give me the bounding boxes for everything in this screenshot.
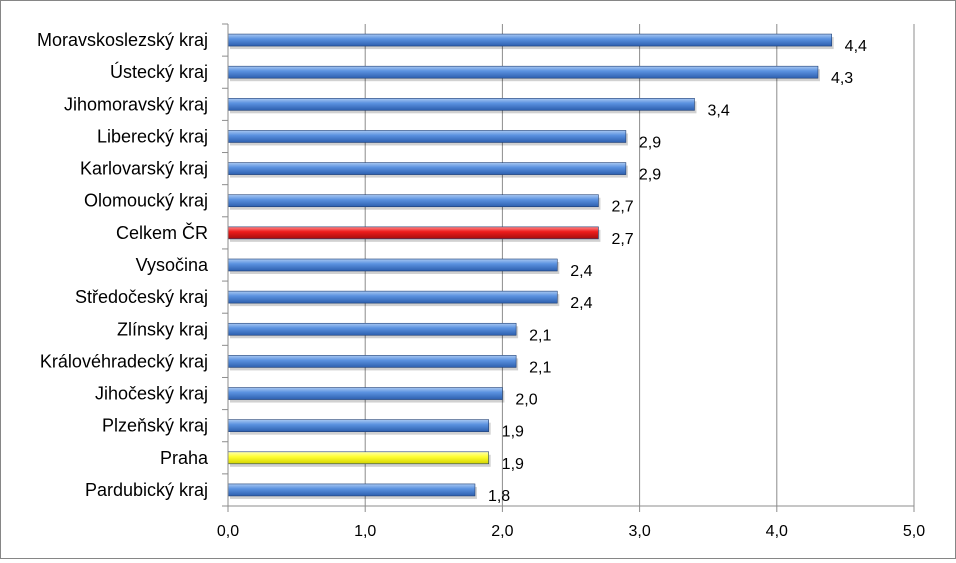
bar [227, 451, 489, 465]
bar [227, 355, 517, 368]
bars [227, 33, 834, 499]
category-label: Liberecký kraj [97, 126, 208, 146]
bar [227, 65, 819, 79]
x-tick-label: 2,0 [491, 523, 513, 540]
bar [227, 130, 627, 143]
x-tick-label: 4,0 [766, 523, 788, 540]
data-label: 1,9 [502, 456, 524, 473]
category-label: Plzeňský kraj [102, 416, 208, 436]
x-tick-label: 5,0 [903, 523, 925, 540]
bar [227, 98, 695, 111]
category-label: Jihomoravský kraj [64, 94, 208, 114]
data-label: 3,4 [707, 102, 729, 119]
category-label: Ústecký kraj [110, 61, 208, 82]
category-label: Praha [160, 448, 209, 468]
x-tick-label: 0,0 [217, 523, 239, 540]
data-label: 2,1 [529, 327, 551, 344]
category-label: Jihočeský kraj [95, 384, 208, 404]
category-label: Středočeský kraj [75, 287, 208, 307]
category-label: Karlovarský kraj [80, 159, 208, 179]
axes [222, 23, 915, 512]
bar [227, 419, 489, 432]
category-label: Olomoucký kraj [84, 191, 208, 211]
data-label: 2,0 [515, 392, 537, 409]
data-label: 2,7 [611, 231, 633, 248]
bar [227, 258, 558, 272]
category-label: Královéhradecký kraj [40, 351, 208, 371]
bar [227, 290, 558, 304]
x-tick-label: 1,0 [354, 523, 376, 540]
category-label: Zlínsky kraj [117, 319, 208, 339]
data-label: 2,9 [639, 167, 661, 184]
bar [227, 194, 599, 208]
data-label: 2,7 [611, 199, 633, 216]
data-label: 2,1 [529, 359, 551, 376]
data-label: 2,4 [570, 263, 592, 280]
bar [227, 483, 476, 497]
data-label: 2,4 [570, 295, 592, 312]
data-label: 2,9 [639, 134, 661, 151]
bar [227, 162, 627, 175]
labels: 0,0 1,0 2,0 3,0 4,0 5,0 Moravskoslezský kraj 4,… [37, 30, 925, 540]
bar [227, 387, 503, 400]
data-label: 4,3 [831, 70, 853, 87]
bar [227, 33, 832, 47]
data-label: 1,8 [488, 488, 510, 505]
data-label: 4,4 [845, 38, 867, 55]
bar [227, 226, 599, 240]
bar [227, 322, 517, 336]
category-label: Vysočina [136, 255, 209, 275]
x-tick-label: 3,0 [628, 523, 650, 540]
category-label: Moravskoslezský kraj [37, 30, 208, 50]
data-label: 1,9 [502, 424, 524, 441]
category-label: Celkem ČR [116, 222, 208, 243]
category-label: Pardubický kraj [85, 480, 208, 500]
